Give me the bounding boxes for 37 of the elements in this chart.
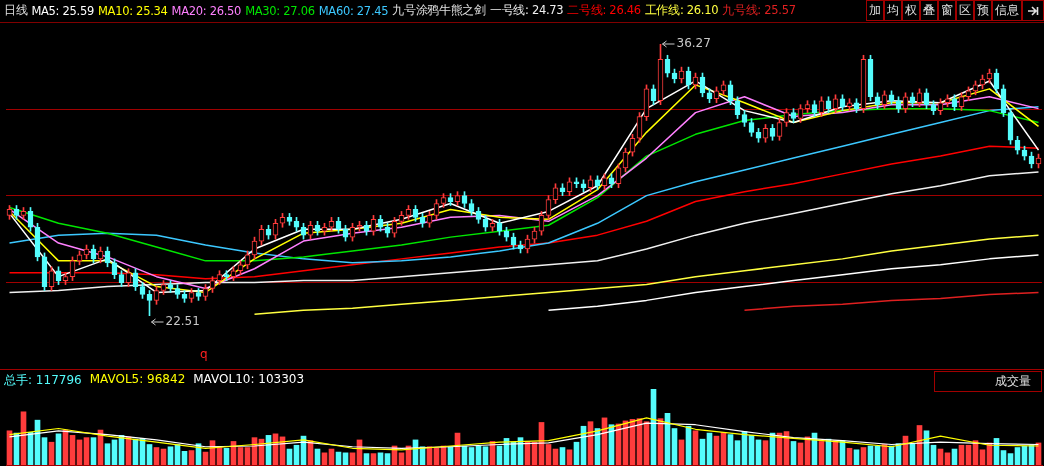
- text: MA20: 26.50: [171, 3, 242, 18]
- text: 权: [902, 0, 920, 21]
- bar: [692, 430, 699, 465]
- text: 日线: [4, 3, 28, 18]
- bar: [167, 446, 174, 465]
- text: 加: [866, 0, 884, 21]
- text: MAVOL5: 96842: [89, 372, 186, 388]
- bar: [384, 453, 391, 465]
- text: MA60: 27.45: [318, 3, 389, 18]
- annotation: 22.51: [165, 314, 200, 329]
- text: 窗: [938, 0, 956, 21]
- text: 九号涂鸦牛熊之剑: [392, 3, 486, 18]
- annotation: 成交量: [934, 371, 1042, 392]
- bar: [370, 453, 377, 465]
- text: 总手: 117796: [4, 372, 82, 389]
- annotation: 36.27: [676, 36, 711, 51]
- bar: [1007, 453, 1014, 465]
- bar: [363, 453, 370, 465]
- text: 预: [974, 0, 992, 21]
- text: MAVOL10: 103303: [193, 372, 305, 388]
- bar: [566, 449, 573, 465]
- text: MA5: 25.59: [31, 3, 94, 18]
- text: 二号线: 26.46: [567, 3, 641, 18]
- bar: [482, 446, 489, 465]
- bar: [853, 449, 860, 465]
- text: 工作线: 26.10: [644, 3, 719, 18]
- text: MA30: 27.06: [245, 3, 315, 18]
- bar: [104, 443, 111, 465]
- text: 叠: [920, 0, 938, 21]
- text: q: [200, 347, 208, 361]
- text: 区: [956, 0, 974, 21]
- text: 信息: [992, 0, 1022, 21]
- bar: [979, 449, 986, 465]
- text: 一号线: 24.73: [489, 3, 564, 18]
- text: MA10: 25.34: [97, 3, 168, 18]
- text: 九号线: 25.57: [722, 3, 796, 18]
- text: 均: [884, 0, 902, 21]
